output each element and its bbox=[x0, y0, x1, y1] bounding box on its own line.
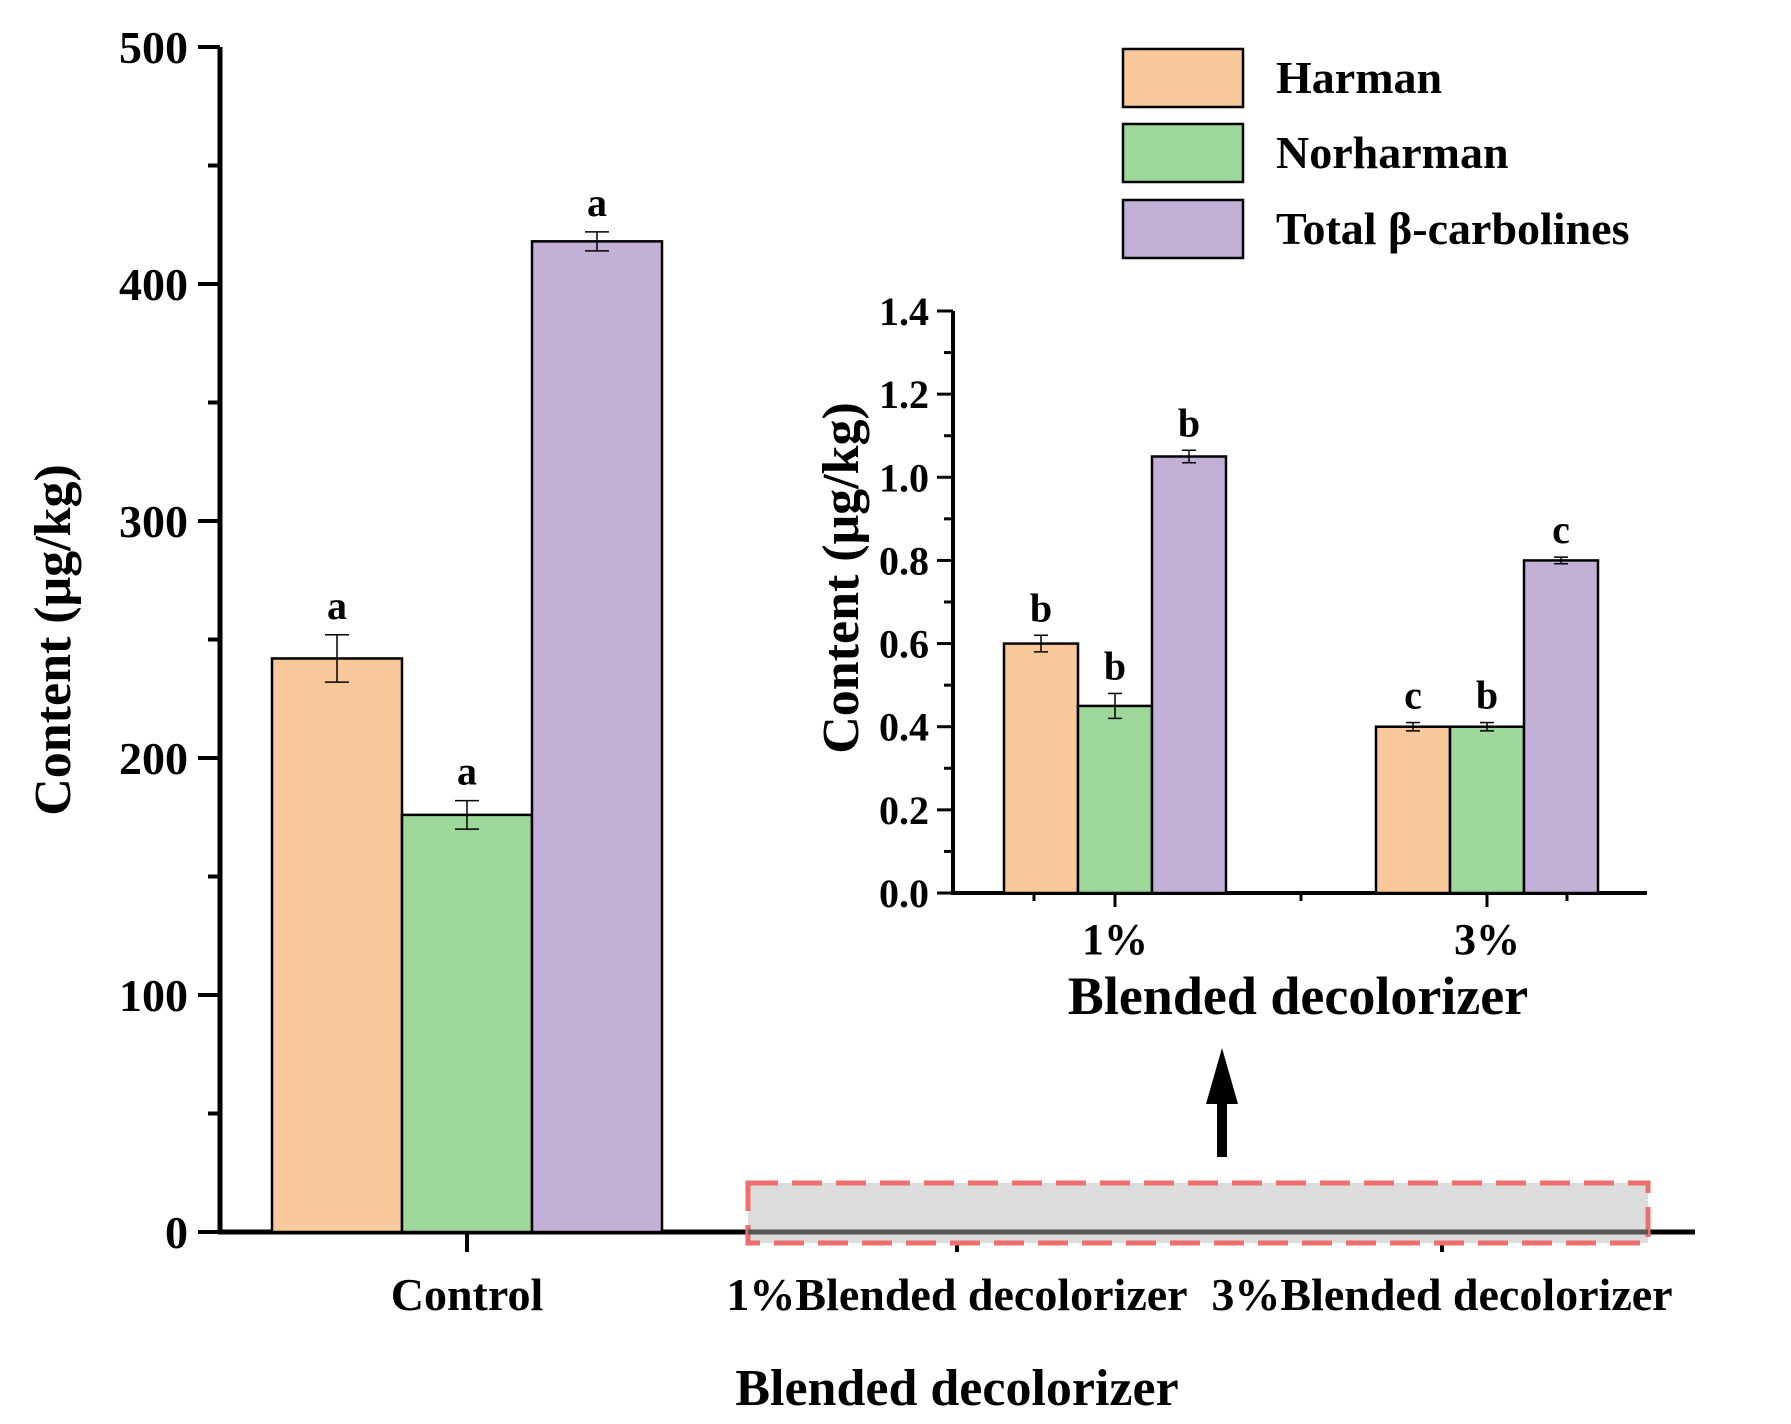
inset-significance-letter: c bbox=[1404, 673, 1422, 718]
inset-y-axis-title: Content (μg/kg) bbox=[813, 402, 870, 754]
inset-bar-harman bbox=[1002, 642, 1080, 895]
legend-swatch bbox=[1121, 47, 1245, 109]
y-tick-label: 400 bbox=[119, 259, 188, 310]
inset-bar-total-carbolines bbox=[1150, 455, 1228, 895]
inset-y-tick-label: 1.4 bbox=[879, 289, 929, 334]
legend: Harman Norharman Total β-carbolines bbox=[1121, 47, 1630, 260]
inset-bar-norharman bbox=[1448, 725, 1526, 895]
x-category-label: 1%Blended decolorizer bbox=[726, 1269, 1187, 1320]
y-tick-label: 500 bbox=[119, 22, 188, 73]
y-tick-label: 0 bbox=[165, 1207, 188, 1258]
main-chart: 0 100 200 300 400 500 Content (μg/kg) Control 1%… bbox=[25, 22, 1695, 1417]
inset-y-tick-label: 0.2 bbox=[879, 788, 929, 833]
significance-letter: a bbox=[587, 180, 607, 225]
inset-x-category-label: 3% bbox=[1454, 915, 1520, 964]
inset-significance-letter: b bbox=[1178, 400, 1200, 445]
inset-significance-letter: b bbox=[1104, 643, 1126, 688]
y-tick-label: 300 bbox=[119, 496, 188, 547]
legend-label: Total β-carbolines bbox=[1276, 203, 1630, 254]
inset-significance-letter: b bbox=[1476, 673, 1498, 718]
legend-swatch bbox=[1121, 198, 1245, 260]
y-tick-label: 100 bbox=[119, 970, 188, 1021]
arrow-head bbox=[1206, 1048, 1238, 1104]
inset-y-tick-label: 0.8 bbox=[879, 538, 929, 583]
up-arrow-icon bbox=[1206, 1048, 1238, 1157]
bar-norharman bbox=[400, 813, 534, 1234]
inset-y-tick-label: 0.4 bbox=[879, 705, 929, 750]
inset-y-tick-label: 0.0 bbox=[879, 871, 929, 916]
inset-significance-letter: c bbox=[1552, 507, 1570, 552]
inset-x-axis-title: Blended decolorizer bbox=[1068, 966, 1528, 1026]
inset-bar-norharman bbox=[1076, 704, 1154, 895]
x-axis-title: Blended decolorizer bbox=[735, 1360, 1178, 1417]
highlight-region bbox=[745, 1180, 1651, 1246]
legend-label: Norharman bbox=[1276, 127, 1509, 178]
inset-bar-total-carbolines bbox=[1522, 559, 1600, 895]
inset-y-tick-label: 0.6 bbox=[879, 622, 929, 667]
inset-y-tick-label: 1.0 bbox=[879, 455, 929, 500]
legend-swatch bbox=[1121, 122, 1245, 184]
inset-y-tick-label: 1.2 bbox=[879, 372, 929, 417]
bar-total-carbolines bbox=[530, 240, 664, 1234]
inset-bar-harman bbox=[1374, 725, 1452, 895]
inset-chart: 0.0 0.2 0.4 0.6 0.8 1.0 1.2 1.4 Content (μg/kg) 1… bbox=[813, 289, 1647, 1026]
x-category-label: Control bbox=[391, 1269, 544, 1320]
bar-harman bbox=[270, 657, 404, 1234]
legend-label: Harman bbox=[1276, 52, 1442, 103]
significance-letter: a bbox=[327, 583, 347, 628]
inset-x-category-label: 1% bbox=[1082, 915, 1148, 964]
y-tick-label: 200 bbox=[119, 733, 188, 784]
inset-significance-letter: b bbox=[1030, 585, 1052, 630]
x-category-label: 3%Blended decolorizer bbox=[1211, 1269, 1672, 1320]
significance-letter: a bbox=[457, 749, 477, 794]
y-axis-title: Content (μg/kg) bbox=[25, 464, 82, 816]
